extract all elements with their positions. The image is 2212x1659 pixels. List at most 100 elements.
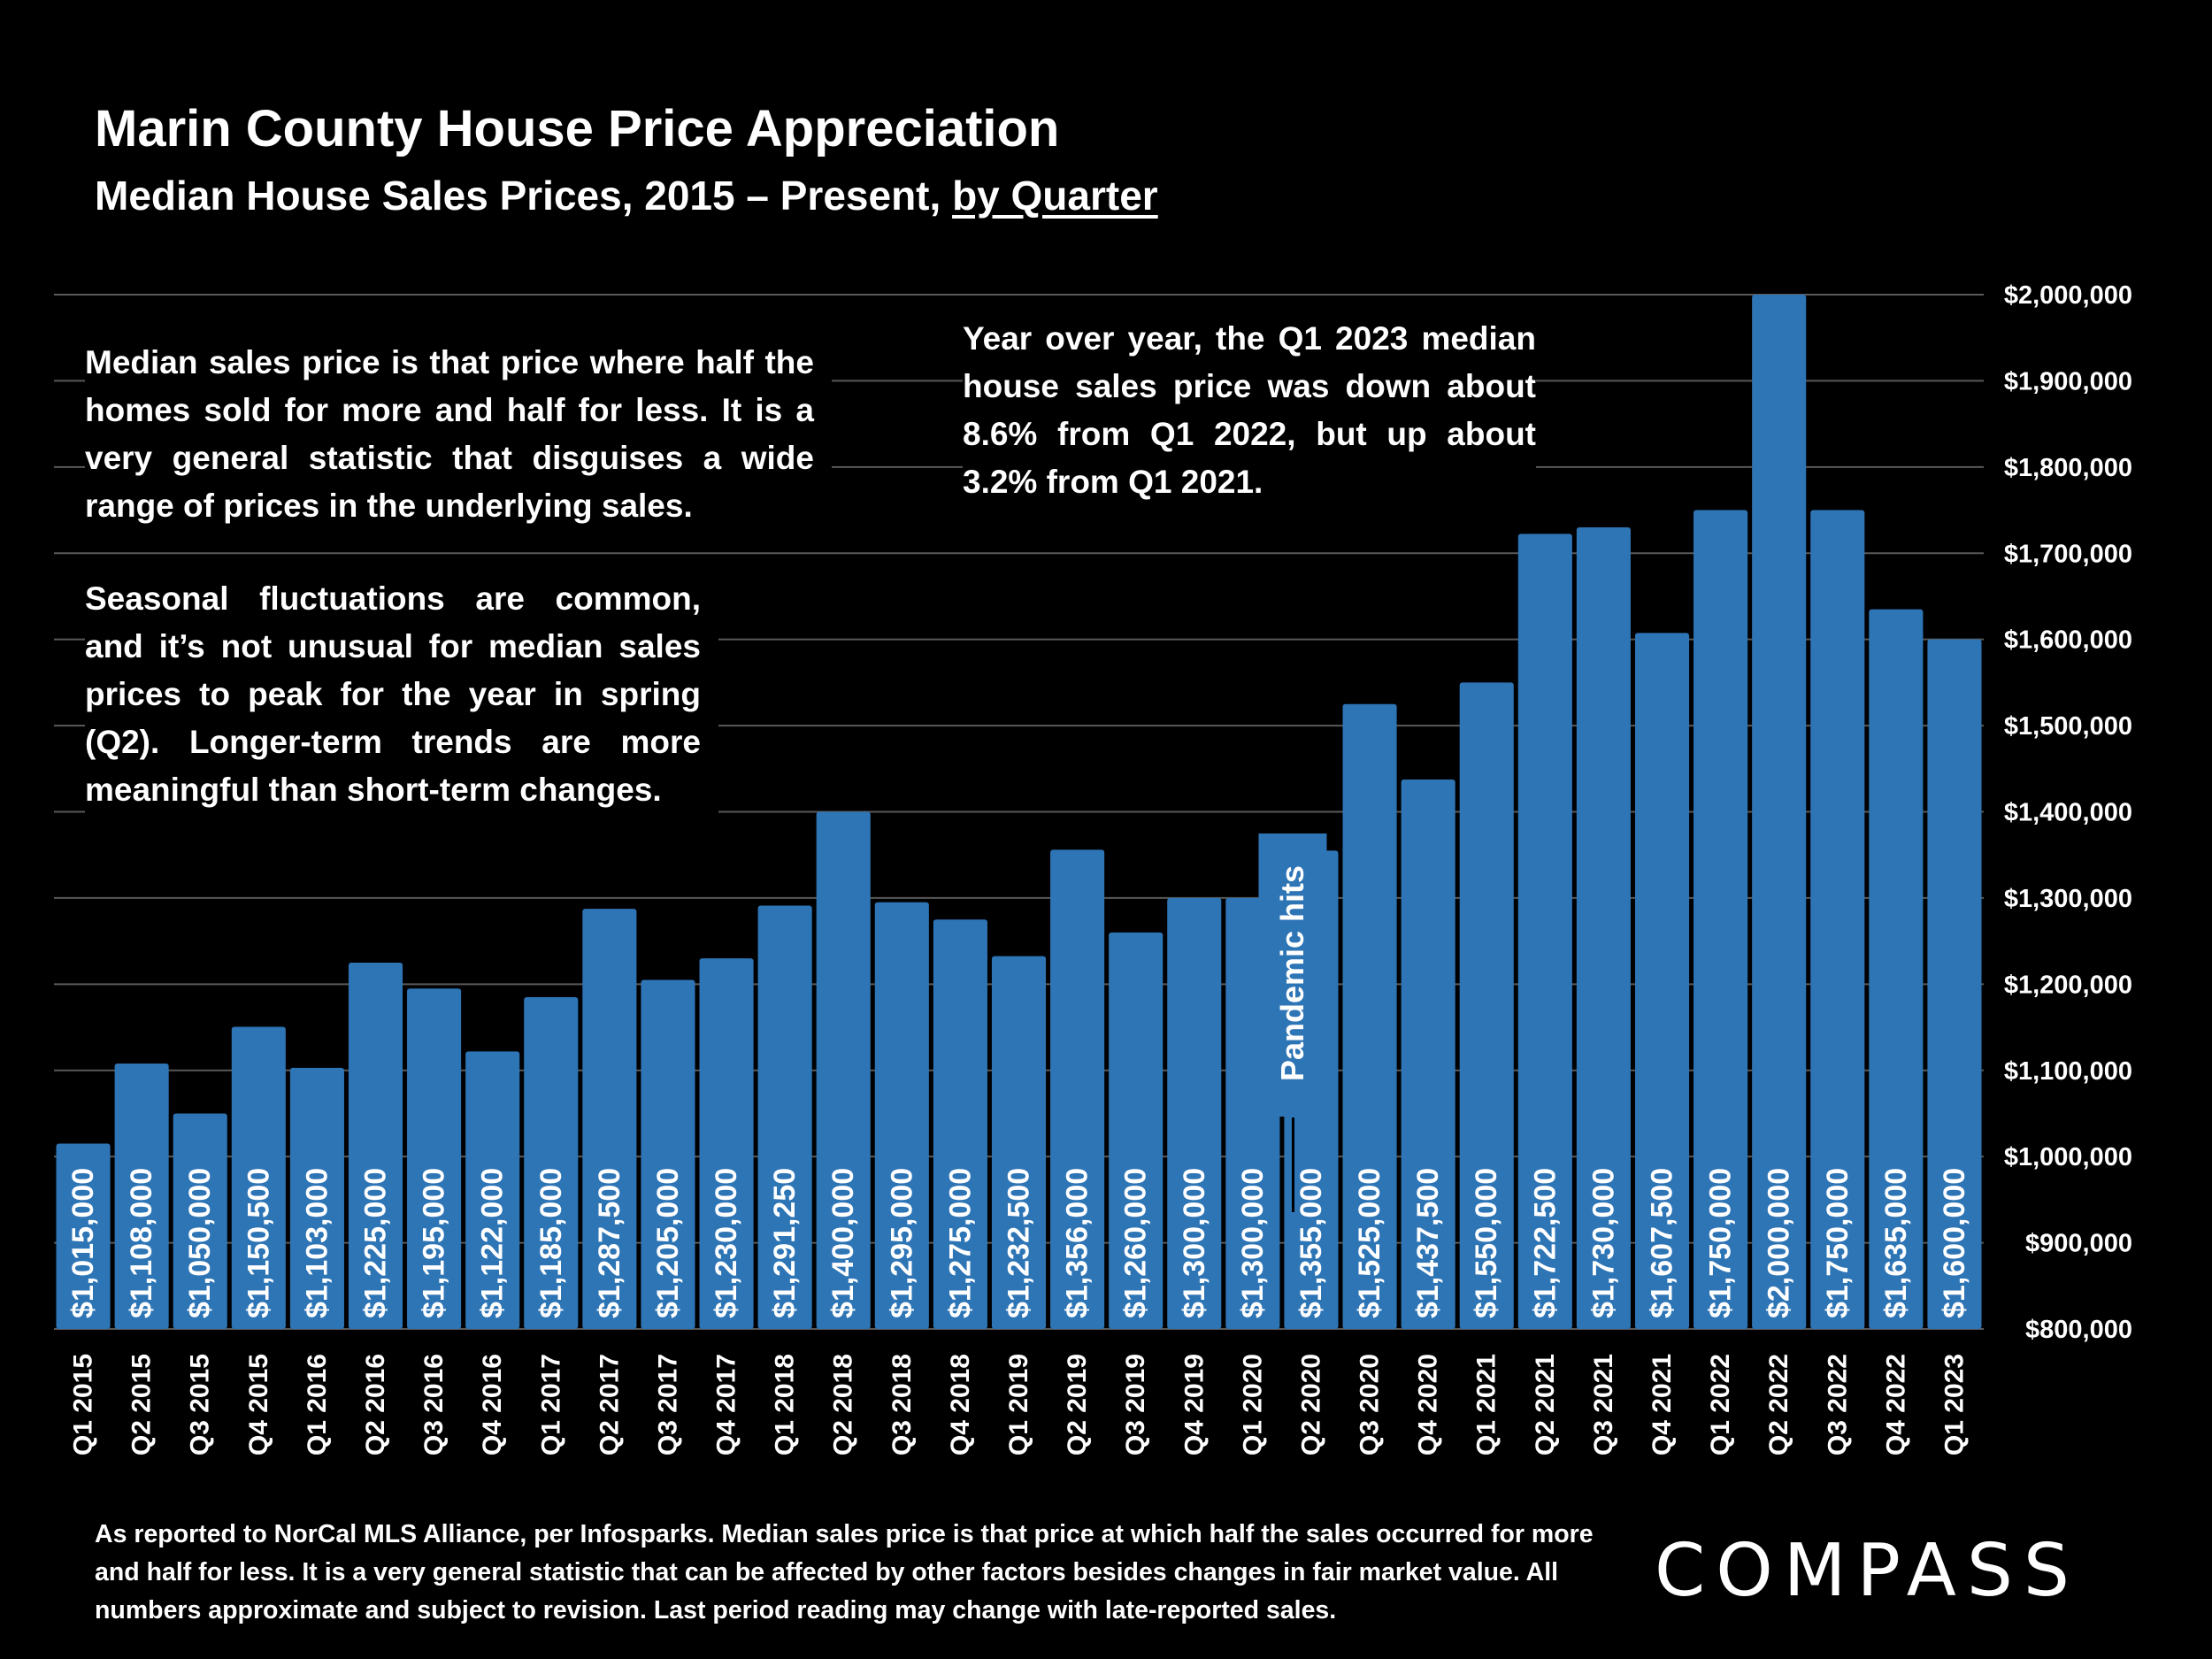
- y-tick-label: $1,200,000: [2004, 971, 2132, 999]
- category-label: Q2 2019: [1063, 1354, 1092, 1455]
- y-tick-label: $1,400,000: [2004, 799, 2132, 827]
- subtitle-text: Median House Sales Prices, 2015 – Presen…: [95, 173, 953, 219]
- bar-q2-2021: [1517, 534, 1572, 1329]
- bar-q4-2017: [699, 958, 754, 1329]
- category-label: Q1 2018: [771, 1354, 800, 1455]
- category-label: Q1 2017: [536, 1354, 565, 1455]
- median-definition-note: Median sales price is that price where h…: [85, 339, 832, 530]
- data-label: $1,437,500: [1411, 1168, 1445, 1318]
- data-label: $1,600,000: [1938, 1168, 1971, 1318]
- pandemic-annotation-box: [1258, 833, 1327, 1117]
- data-label: $1,550,000: [1470, 1168, 1503, 1318]
- category-label: Q3 2022: [1823, 1354, 1852, 1455]
- category-label: Q1 2016: [303, 1354, 332, 1455]
- category-label: Q2 2018: [829, 1354, 858, 1455]
- y-tick-label: $2,000,000: [2004, 281, 2132, 310]
- data-label: $1,287,500: [593, 1168, 626, 1318]
- category-label: Q1 2022: [1706, 1354, 1735, 1455]
- bar-q4-2015: [231, 1026, 286, 1329]
- chart-title: Marin County House Price Appreciation: [95, 100, 1060, 157]
- data-label: $1,607,500: [1646, 1168, 1679, 1318]
- data-label: $1,205,000: [651, 1168, 685, 1318]
- category-label: Q2 2020: [1296, 1354, 1325, 1455]
- category-label: Q1 2021: [1472, 1354, 1502, 1455]
- compass-logo: COMPASS: [1655, 1529, 2080, 1613]
- y-tick-label: $900,000: [2025, 1230, 2132, 1258]
- data-label: $1,150,500: [242, 1168, 275, 1318]
- bar-q4-2020: [1401, 779, 1455, 1329]
- bar-q1-2023: [1927, 639, 1982, 1329]
- data-label: $1,050,000: [183, 1168, 217, 1318]
- bar-q3-2017: [641, 979, 695, 1329]
- bar-q4-2022: [1869, 609, 1924, 1329]
- bar-q1-2022: [1694, 510, 1748, 1329]
- category-label: Q1 2023: [1939, 1354, 1969, 1455]
- bar-q2-2019: [1050, 849, 1105, 1329]
- bar-q4-2019: [1167, 897, 1222, 1329]
- category-label: Q2 2015: [127, 1354, 157, 1455]
- data-label: $1,356,000: [1061, 1168, 1094, 1318]
- y-tick-label: $1,100,000: [2004, 1057, 2132, 1086]
- bar-q2-2015: [114, 1063, 169, 1329]
- data-label: $1,015,000: [66, 1168, 100, 1318]
- bar-q3-2016: [407, 988, 462, 1329]
- bar-q4-2016: [465, 1051, 520, 1329]
- y-tick-label: $1,300,000: [2004, 885, 2132, 913]
- y-tick-label: $1,800,000: [2004, 454, 2132, 482]
- data-label: $1,291,250: [768, 1168, 802, 1318]
- category-label: Q3 2015: [186, 1354, 215, 1455]
- category-label: Q4 2020: [1414, 1354, 1443, 1455]
- data-label: $1,122,000: [476, 1168, 510, 1318]
- data-label: $1,232,500: [1002, 1168, 1036, 1318]
- category-label: Q3 2019: [1121, 1354, 1150, 1455]
- y-tick-label: $1,700,000: [2004, 540, 2132, 568]
- data-label: $1,300,000: [1178, 1168, 1211, 1318]
- y-tick-label: $1,900,000: [2004, 367, 2132, 396]
- bar-q4-2018: [933, 919, 987, 1329]
- data-label: $1,730,000: [1586, 1168, 1620, 1318]
- category-label: Q3 2018: [887, 1354, 917, 1455]
- data-label: $1,400,000: [826, 1168, 860, 1318]
- data-label: $1,230,000: [710, 1168, 743, 1318]
- data-label: $1,260,000: [1119, 1168, 1153, 1318]
- chart-subtitle: Median House Sales Prices, 2015 – Presen…: [95, 172, 1158, 219]
- category-label: Q4 2018: [946, 1354, 975, 1455]
- bar-q4-2021: [1634, 633, 1690, 1329]
- bar-q3-2015: [173, 1113, 227, 1329]
- data-label: $1,275,000: [943, 1168, 977, 1318]
- category-label: Q3 2016: [419, 1354, 449, 1455]
- category-label: Q3 2021: [1589, 1354, 1618, 1455]
- data-label: $1,295,000: [885, 1168, 918, 1318]
- category-label: Q4 2015: [244, 1354, 273, 1455]
- data-label: $1,225,000: [359, 1168, 393, 1318]
- category-label: Q2 2016: [361, 1354, 390, 1455]
- y-tick-label: $800,000: [2025, 1316, 2132, 1344]
- bar-q1-2017: [524, 996, 579, 1329]
- category-label: Q1 2020: [1238, 1354, 1267, 1455]
- y-tick-label: $1,500,000: [2004, 712, 2132, 741]
- bar-q2-2017: [582, 909, 637, 1329]
- source-footnote: As reported to NorCal MLS Alliance, per …: [95, 1520, 1594, 1624]
- category-label: Q4 2016: [478, 1354, 507, 1455]
- bar-q2-2016: [348, 962, 403, 1329]
- category-label: Q1 2019: [1004, 1354, 1033, 1455]
- bar-q1-2016: [289, 1067, 344, 1329]
- y-tick-label: $1,600,000: [2004, 626, 2132, 655]
- bar-q2-2022: [1752, 295, 1807, 1329]
- data-label: $2,000,000: [1763, 1168, 1796, 1318]
- bar-q3-2020: [1342, 703, 1397, 1329]
- data-label: $1,195,000: [418, 1168, 451, 1318]
- data-label: $1,185,000: [534, 1168, 568, 1318]
- y-tick-label: $1,000,000: [2004, 1143, 2132, 1171]
- subtitle-emphasis: by Quarter: [952, 173, 1158, 219]
- year-over-year-note: Year over year, the Q1 2023 median house…: [963, 315, 1536, 506]
- data-label: $1,108,000: [125, 1168, 158, 1318]
- category-label: Q3 2017: [653, 1354, 682, 1455]
- data-label: $1,635,000: [1879, 1168, 1913, 1318]
- category-label: Q1 2015: [69, 1354, 98, 1455]
- data-label: $1,750,000: [1821, 1168, 1855, 1318]
- seasonal-note: Seasonal fluctuations are common, and it…: [85, 575, 718, 814]
- category-label: Q2 2017: [595, 1354, 624, 1455]
- category-label: Q4 2019: [1179, 1354, 1209, 1455]
